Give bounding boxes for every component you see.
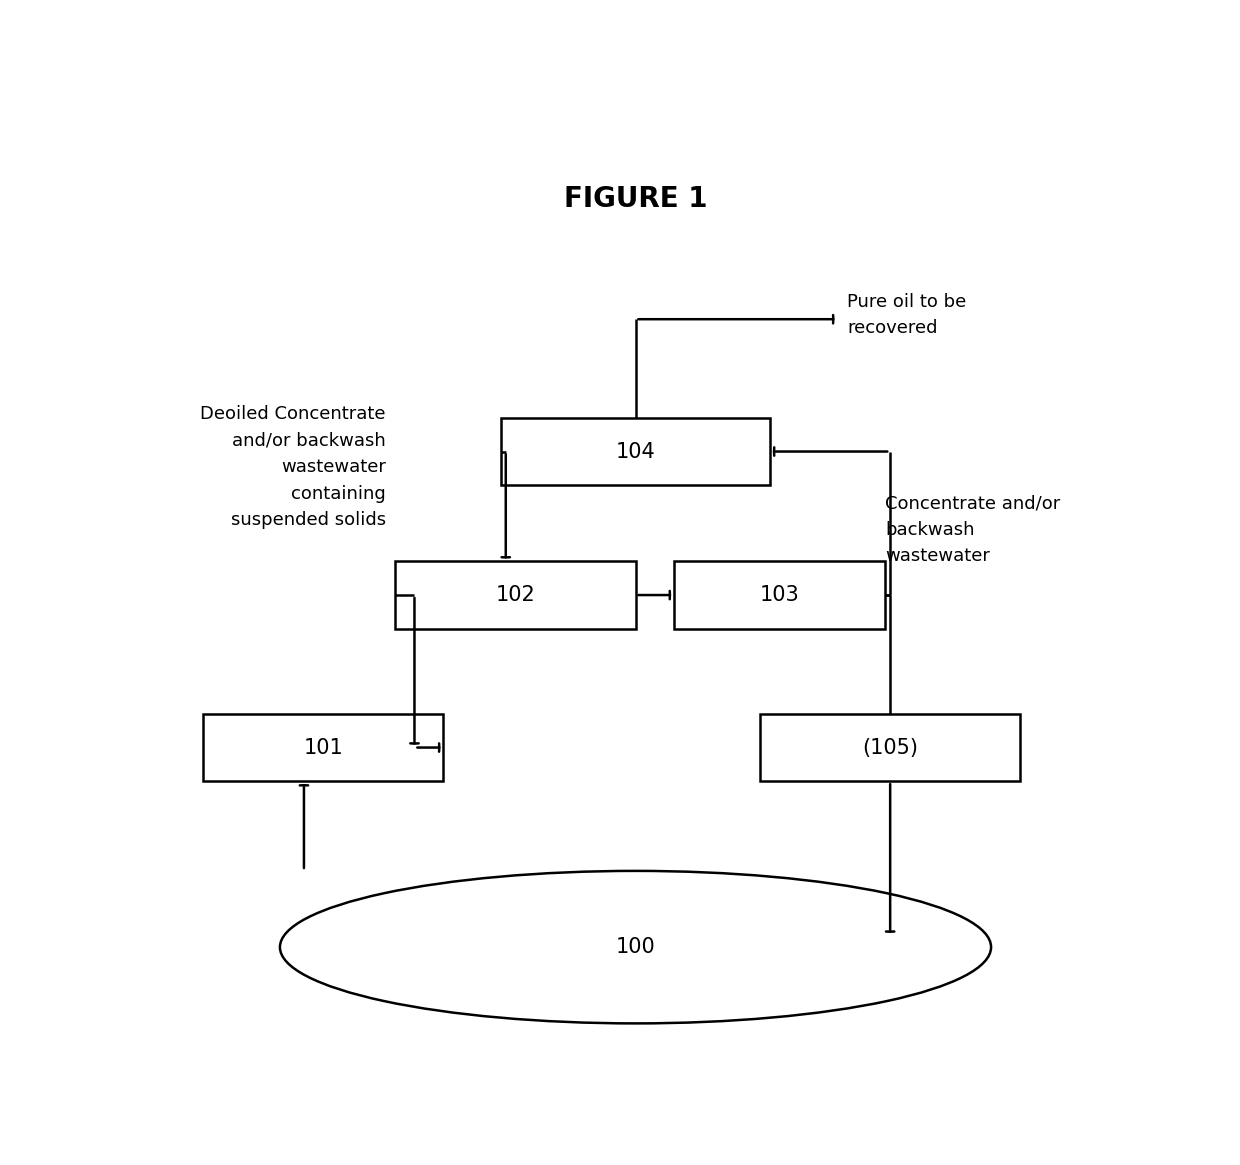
Text: 104: 104 bbox=[615, 442, 656, 461]
Bar bbox=[675, 562, 885, 629]
Text: Concentrate and/or
backwash
wastewater: Concentrate and/or backwash wastewater bbox=[885, 495, 1060, 565]
Bar bbox=[501, 418, 770, 485]
Text: Deoiled Concentrate
and/or backwash
wastewater
containing
suspended solids: Deoiled Concentrate and/or backwash wast… bbox=[200, 405, 386, 529]
Text: 102: 102 bbox=[496, 585, 536, 605]
Text: Pure oil to be
recovered: Pure oil to be recovered bbox=[847, 292, 966, 337]
Ellipse shape bbox=[280, 871, 991, 1023]
Text: 103: 103 bbox=[760, 585, 800, 605]
Bar bbox=[203, 714, 444, 782]
Text: (105): (105) bbox=[862, 737, 918, 757]
Text: FIGURE 1: FIGURE 1 bbox=[564, 185, 707, 213]
Bar bbox=[760, 714, 1019, 782]
Text: 101: 101 bbox=[304, 737, 343, 757]
Bar bbox=[396, 562, 635, 629]
Text: 100: 100 bbox=[615, 937, 656, 958]
